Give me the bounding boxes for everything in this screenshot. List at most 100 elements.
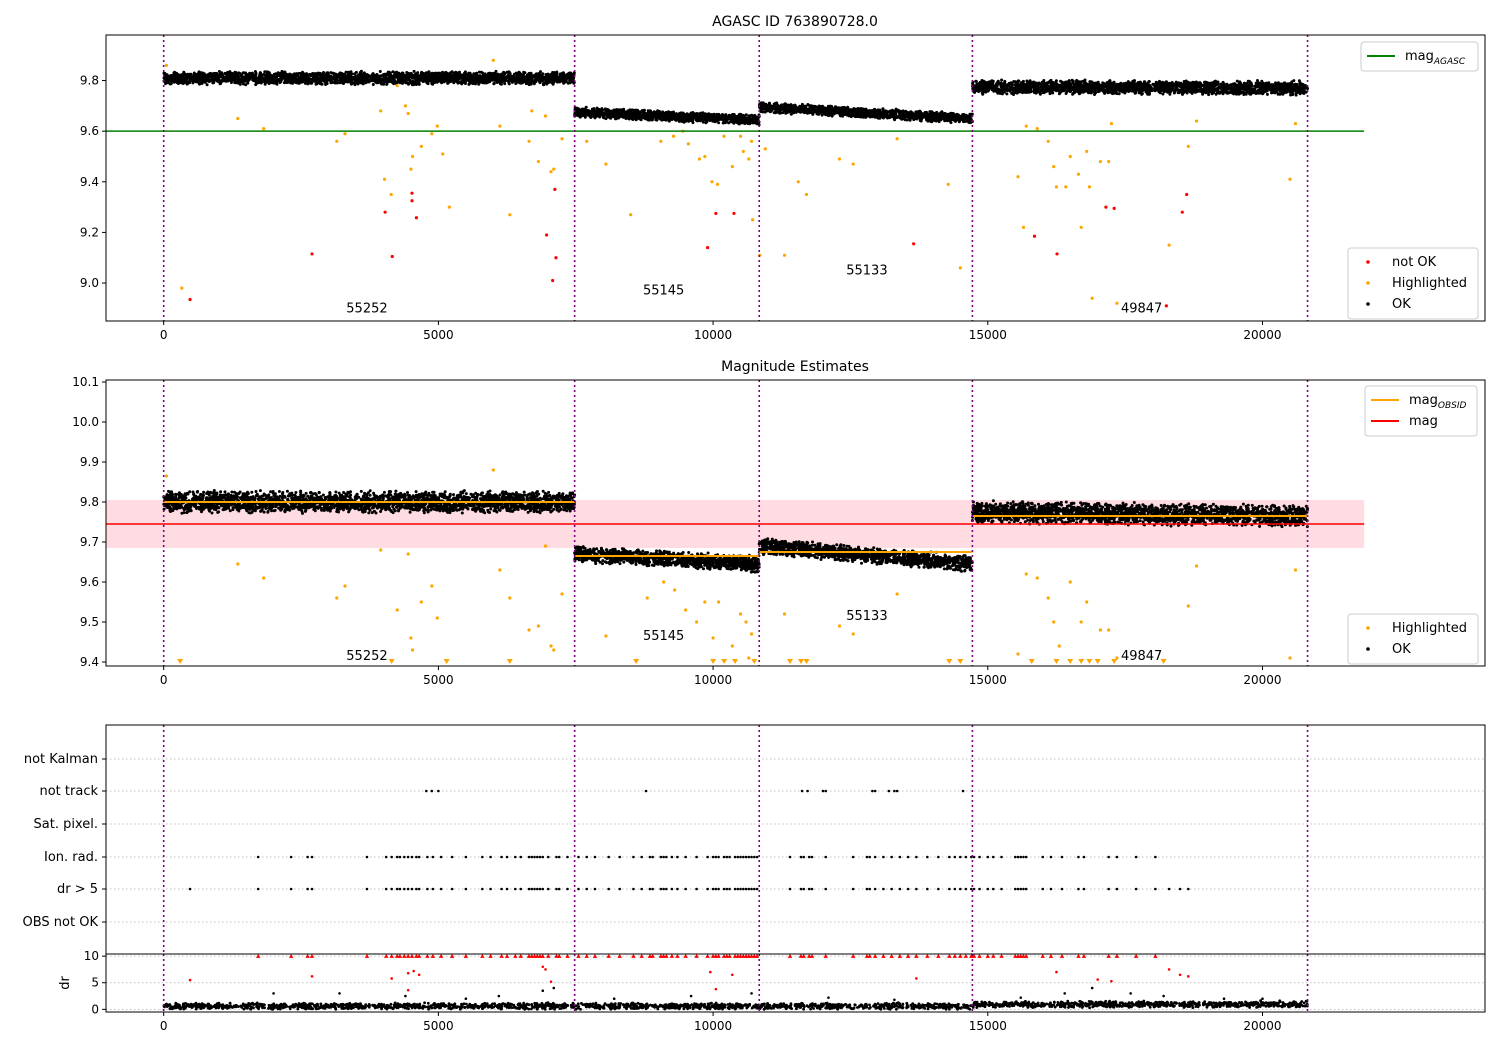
ok-point	[654, 114, 658, 118]
ok-point	[648, 109, 652, 113]
ok-point	[481, 81, 485, 85]
ok-point	[469, 81, 473, 85]
ok-point	[595, 106, 599, 110]
ok-point	[599, 113, 602, 117]
ok-point	[275, 82, 279, 86]
ok-point	[268, 73, 272, 77]
ok-point	[200, 76, 204, 80]
ok-point	[214, 71, 218, 75]
ok-point	[967, 119, 971, 123]
ok-point	[578, 110, 582, 114]
ok-point	[280, 69, 284, 73]
ok-point	[527, 75, 531, 79]
ok-point	[298, 77, 302, 81]
ok-point	[665, 114, 669, 118]
ok-point	[864, 112, 868, 116]
ok-point	[387, 70, 391, 74]
ok-point	[409, 72, 413, 75]
ok-point	[322, 79, 325, 83]
ok-point	[307, 78, 311, 82]
ok-point	[907, 116, 911, 120]
ok-point	[325, 71, 329, 75]
ok-point	[467, 71, 471, 75]
ok-point	[873, 110, 877, 113]
ok-point	[172, 75, 175, 79]
ok-point	[823, 111, 827, 115]
ok-point	[625, 112, 629, 116]
ok-point	[221, 75, 225, 79]
ok-point	[210, 78, 214, 82]
ok-point	[578, 114, 582, 118]
ok-point	[461, 73, 465, 77]
ok-point	[720, 115, 724, 119]
ok-point	[283, 70, 287, 74]
ok-point	[185, 74, 189, 78]
ok-point	[345, 70, 349, 74]
ok-point	[447, 75, 451, 79]
ok-point	[643, 112, 647, 116]
ok-point	[228, 78, 232, 82]
ok-point	[937, 115, 941, 118]
ok-point	[692, 116, 696, 120]
ok-point	[691, 121, 695, 125]
ok-point	[689, 111, 693, 115]
ok-point	[259, 71, 262, 75]
ok-point	[401, 71, 405, 75]
ok-point	[846, 113, 850, 117]
ok-point	[544, 73, 548, 76]
ok-point	[416, 71, 420, 75]
ok-point	[915, 112, 919, 116]
ok-point	[789, 112, 793, 116]
ok-point	[593, 112, 597, 116]
ok-point	[233, 81, 237, 85]
ok-point	[882, 110, 886, 114]
ok-point	[731, 120, 735, 124]
ok-point	[538, 81, 542, 85]
ok-point	[180, 73, 184, 77]
ok-point	[765, 104, 769, 108]
ok-point	[616, 108, 620, 112]
ok-point	[266, 70, 270, 74]
ok-point	[402, 80, 406, 84]
ok-point	[272, 79, 276, 83]
ok-point	[596, 109, 600, 113]
ok-point	[910, 114, 914, 118]
ok-point	[372, 77, 376, 80]
ok-point	[648, 113, 652, 117]
ok-point	[794, 110, 798, 114]
ok-point	[353, 83, 357, 87]
ok-point	[653, 110, 657, 114]
ok-point	[761, 110, 765, 114]
ok-point	[289, 76, 293, 80]
ok-point	[183, 77, 187, 81]
ok-point	[921, 112, 925, 116]
ok-point	[334, 72, 338, 76]
ok-point	[306, 82, 310, 86]
ok-point	[642, 116, 646, 120]
ok-point	[567, 72, 571, 76]
ok-point	[821, 108, 825, 112]
ok-point	[505, 70, 509, 74]
ok-point	[538, 71, 541, 75]
ok-point	[496, 75, 500, 79]
ok-point	[940, 110, 944, 114]
ok-point	[275, 72, 279, 76]
ok-point	[400, 75, 404, 79]
ok-point	[463, 70, 467, 74]
ok-point	[825, 106, 829, 110]
ok-point	[507, 79, 511, 83]
ok-point	[875, 115, 879, 119]
ok-point	[426, 79, 430, 83]
ok-point	[661, 114, 665, 118]
ok-point	[620, 113, 624, 117]
ok-point	[650, 116, 654, 120]
ok-point	[446, 81, 450, 85]
ok-point	[376, 77, 380, 81]
ok-point	[234, 75, 238, 79]
ok-point	[237, 81, 240, 85]
ok-point	[284, 79, 288, 83]
ok-point	[566, 75, 570, 79]
ok-point	[698, 117, 702, 121]
ok-point	[568, 81, 572, 85]
ok-point	[581, 108, 585, 112]
